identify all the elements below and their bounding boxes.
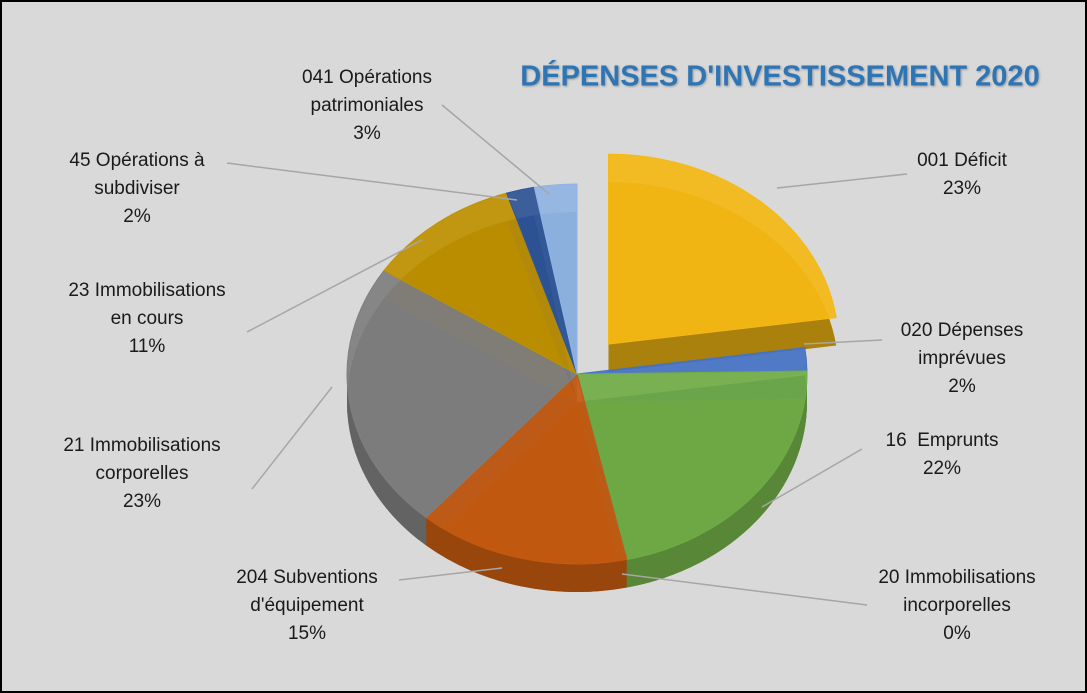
value-label: 3%	[353, 123, 381, 144]
slice-side	[626, 374, 807, 588]
category-label: 204 Subventions d'équipement	[236, 567, 384, 616]
leader-line	[246, 239, 423, 333]
leader-line	[398, 567, 503, 581]
slice-side	[347, 374, 427, 546]
slice-side-shade	[347, 374, 427, 546]
value-label: 0%	[943, 623, 971, 644]
slice	[346, 269, 578, 519]
data-label: 16 Emprunts 22%	[862, 427, 1022, 483]
leader-lines	[226, 104, 908, 606]
category-label: 23 Immobilisations en cours	[68, 280, 231, 329]
value-label: 2%	[123, 206, 151, 227]
leader-line	[621, 573, 868, 606]
category-label: 20 Immobilisations incorporelles	[878, 567, 1041, 616]
category-label: 16 Emprunts	[885, 430, 999, 451]
value-label: 22%	[922, 458, 962, 479]
data-label: 204 Subventions d'équipement 15%	[207, 564, 407, 648]
leader-line	[803, 339, 883, 345]
value-label: 11%	[128, 336, 166, 357]
leader-line	[251, 386, 333, 490]
slice-side-shade	[626, 374, 807, 588]
slice	[576, 370, 808, 561]
category-label: 45 Opérations à subdiviser	[69, 150, 210, 199]
leader-line	[776, 173, 908, 189]
pie-top	[346, 153, 837, 565]
data-label: 45 Opérations à subdiviser 2%	[47, 147, 227, 231]
data-label: 041 Opérations patrimoniales 3%	[277, 64, 457, 148]
category-label: 21 Immobilisations corporelles	[63, 435, 226, 484]
category-label: 001 Déficit	[917, 150, 1007, 171]
slice	[533, 183, 578, 375]
pie-sides	[347, 374, 807, 592]
value-label: 23%	[122, 491, 162, 512]
slice	[383, 192, 578, 376]
category-label: 041 Opérations patrimoniales	[302, 67, 438, 116]
value-label: 23%	[942, 178, 982, 199]
data-label: 001 Déficit 23%	[882, 147, 1042, 203]
leader-line	[226, 162, 518, 201]
data-label: 020 Dépenses imprévues 2%	[882, 317, 1042, 401]
data-label: 23 Immobilisations en cours 11%	[67, 277, 227, 361]
value-label: 15%	[287, 623, 327, 644]
slice	[607, 153, 837, 345]
slice-side	[426, 517, 627, 592]
data-label: 20 Immobilisations incorporelles 0%	[877, 564, 1037, 648]
leader-line	[441, 104, 550, 195]
leader-line	[761, 448, 863, 508]
slice	[425, 373, 628, 565]
chart-title: DÉPENSES D'INVESTISSEMENT 2020	[520, 59, 1039, 93]
slice-side-shade	[426, 517, 627, 592]
value-label: 2%	[948, 376, 976, 397]
data-label: 21 Immobilisations corporelles 23%	[62, 432, 222, 516]
category-label: 020 Dépenses imprévues	[900, 320, 1029, 369]
